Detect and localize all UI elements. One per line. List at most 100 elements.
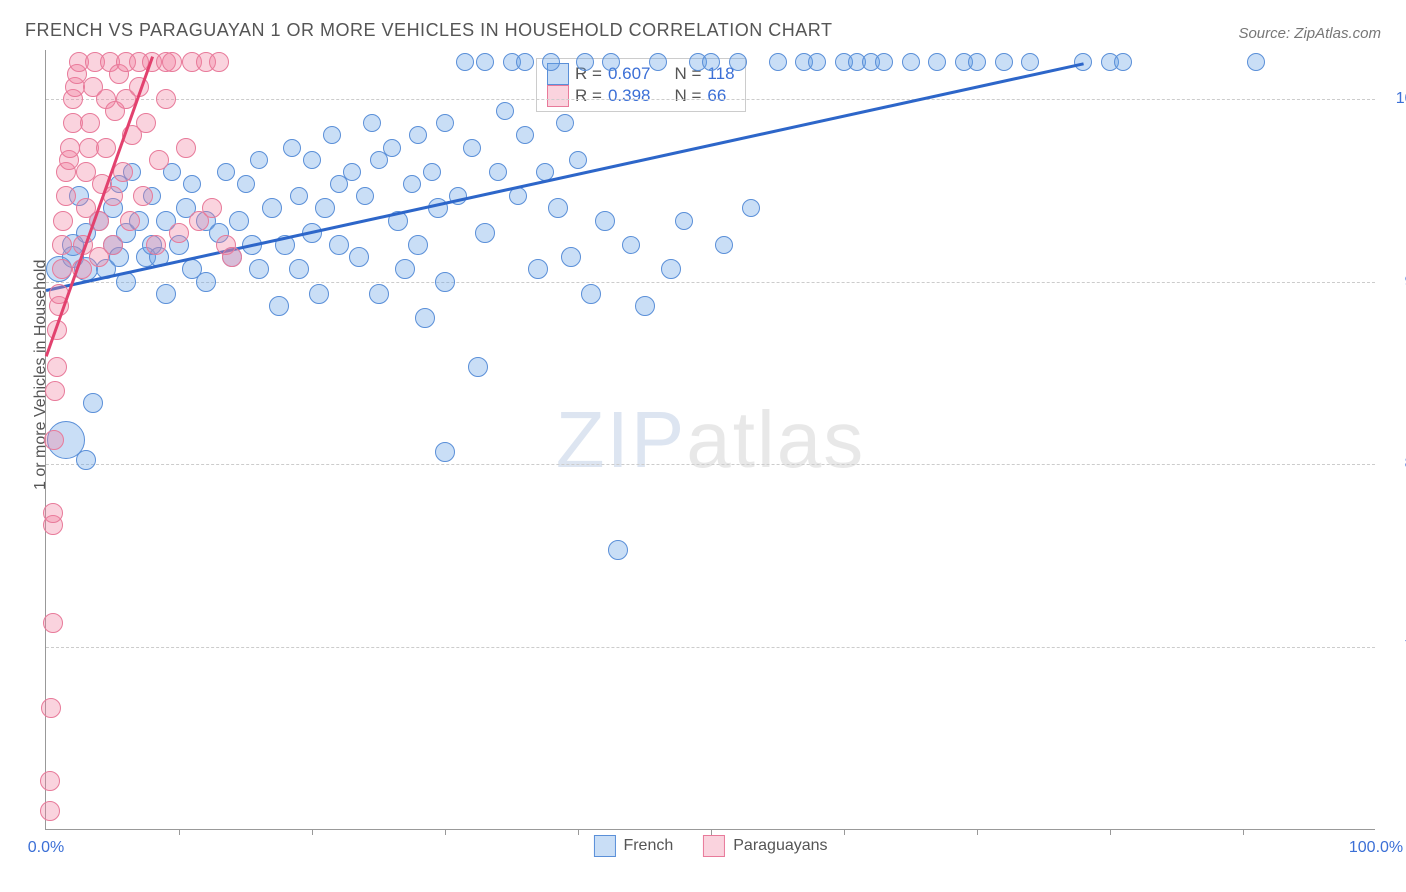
x-tick-label-left: 0.0% — [28, 839, 64, 857]
data-point — [496, 102, 514, 120]
data-point — [729, 53, 747, 71]
legend-swatch — [703, 835, 725, 857]
data-point — [436, 114, 454, 132]
x-tick — [179, 829, 180, 835]
legend-swatch — [547, 85, 569, 107]
data-point — [476, 53, 494, 71]
x-tick — [1110, 829, 1111, 835]
watermark-atlas: atlas — [686, 395, 865, 484]
data-point — [303, 151, 321, 169]
data-point — [542, 53, 560, 71]
x-tick — [445, 829, 446, 835]
data-point — [363, 114, 381, 132]
data-point — [715, 236, 733, 254]
r-label: R = — [575, 86, 602, 106]
data-point — [289, 259, 309, 279]
legend-label: Paraguayans — [733, 837, 827, 855]
data-point — [902, 53, 920, 71]
data-point — [47, 357, 67, 377]
data-point — [581, 284, 601, 304]
data-point — [475, 223, 495, 243]
data-point — [196, 272, 216, 292]
x-tick — [312, 829, 313, 835]
legend-item: French — [593, 835, 673, 857]
data-point — [561, 247, 581, 267]
y-gridline — [46, 464, 1375, 465]
data-point — [408, 235, 428, 255]
data-point — [156, 89, 176, 109]
chart-title: FRENCH VS PARAGUAYAN 1 OR MORE VEHICLES … — [25, 20, 832, 41]
data-point — [40, 771, 60, 791]
data-point — [169, 223, 189, 243]
data-point — [156, 284, 176, 304]
data-point — [769, 53, 787, 71]
data-point — [202, 198, 222, 218]
watermark: ZIPatlas — [556, 394, 865, 486]
data-point — [43, 503, 63, 523]
data-point — [369, 284, 389, 304]
data-point — [928, 53, 946, 71]
data-point — [113, 162, 133, 182]
data-point — [349, 247, 369, 267]
data-point — [149, 150, 169, 170]
data-point — [60, 138, 80, 158]
data-point — [269, 296, 289, 316]
data-point — [602, 53, 620, 71]
data-point — [80, 113, 100, 133]
data-point — [133, 186, 153, 206]
n-value: 66 — [707, 86, 726, 106]
data-point — [528, 259, 548, 279]
data-point — [120, 211, 140, 231]
x-tick — [711, 829, 712, 835]
data-point — [217, 163, 235, 181]
data-point — [1114, 53, 1132, 71]
y-tick-label: 77.5% — [1380, 638, 1406, 656]
data-point — [222, 247, 242, 267]
data-point — [675, 212, 693, 230]
data-point — [76, 450, 96, 470]
data-point — [176, 138, 196, 158]
data-point — [463, 139, 481, 157]
data-point — [309, 284, 329, 304]
y-tick-label: 85.0% — [1380, 455, 1406, 473]
data-point — [569, 151, 587, 169]
data-point — [395, 259, 415, 279]
data-point — [403, 175, 421, 193]
data-point — [423, 163, 441, 181]
data-point — [45, 381, 65, 401]
legend-item: Paraguayans — [703, 835, 827, 857]
data-point — [622, 236, 640, 254]
data-point — [209, 52, 229, 72]
data-point — [595, 211, 615, 231]
data-point — [548, 198, 568, 218]
data-point — [44, 430, 64, 450]
data-point — [649, 53, 667, 71]
data-point — [1021, 53, 1039, 71]
x-tick — [578, 829, 579, 835]
data-point — [435, 442, 455, 462]
data-point — [146, 235, 166, 255]
x-tick — [844, 829, 845, 835]
y-gridline — [46, 99, 1375, 100]
data-point — [383, 139, 401, 157]
data-point — [183, 175, 201, 193]
watermark-zip: ZIP — [556, 395, 686, 484]
data-point — [103, 235, 123, 255]
data-point — [661, 259, 681, 279]
y-tick-label: 92.5% — [1380, 273, 1406, 291]
data-point — [315, 198, 335, 218]
data-point — [56, 186, 76, 206]
data-point — [290, 187, 308, 205]
data-point — [323, 126, 341, 144]
data-point — [237, 175, 255, 193]
legend-swatch — [593, 835, 615, 857]
data-point — [356, 187, 374, 205]
data-point — [415, 308, 435, 328]
y-gridline — [46, 282, 1375, 283]
y-gridline — [46, 647, 1375, 648]
data-point — [409, 126, 427, 144]
x-tick — [1243, 829, 1244, 835]
data-point — [576, 53, 594, 71]
legend-label: French — [623, 837, 673, 855]
data-point — [53, 211, 73, 231]
